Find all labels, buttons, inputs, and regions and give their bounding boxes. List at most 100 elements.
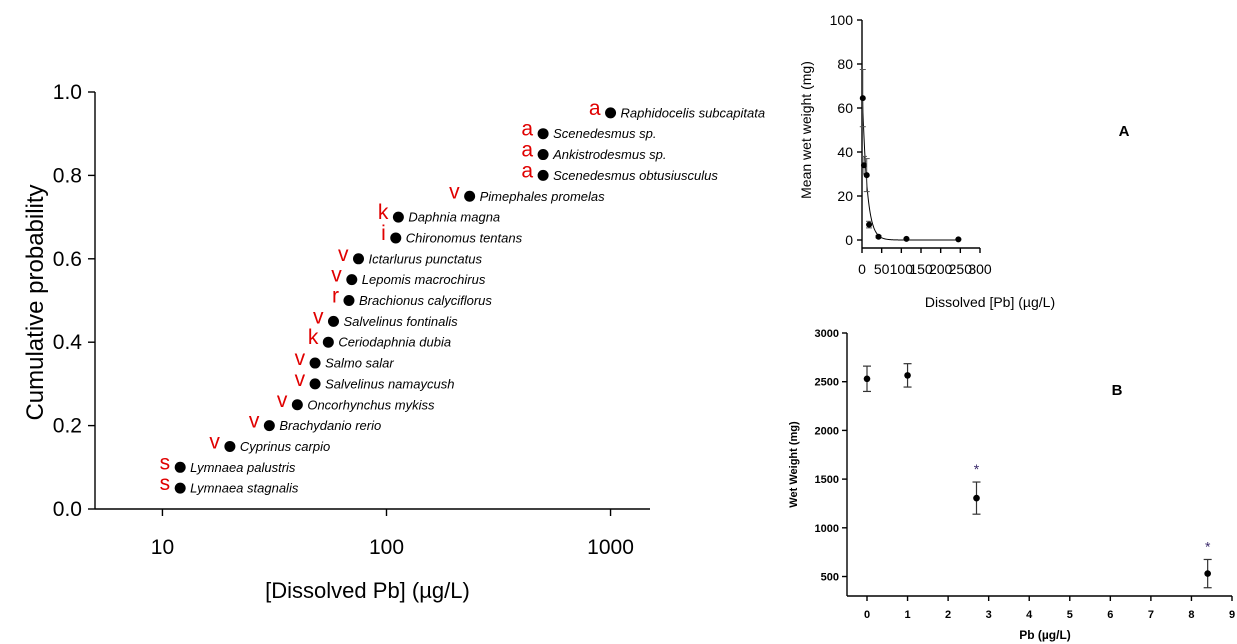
species-label: Brachionus calyciflorus (359, 293, 492, 308)
x-tick-label: 0 (858, 261, 866, 277)
data-point (859, 95, 866, 102)
x-tick-label: 150 (909, 261, 933, 277)
data-point (875, 233, 882, 240)
species-label: Ceriodaphnia dubia (338, 335, 451, 350)
fit-curve (861, 81, 959, 241)
species-label: Raphidocelis subcapitata (621, 105, 766, 120)
species-label: Salvelinus fontinalis (343, 314, 458, 329)
group-letter: r (332, 285, 339, 308)
data-point (309, 357, 321, 369)
data-point (343, 295, 355, 306)
group-letter: k (378, 201, 389, 224)
data-point (973, 494, 980, 502)
data-point (174, 461, 186, 473)
group-letter: v (449, 180, 460, 203)
x-tick-label: 5 (1067, 609, 1073, 621)
x-tick-label: 1 (904, 609, 910, 621)
data-point (309, 378, 321, 390)
data-point (390, 232, 402, 244)
x-tick-label: 10 (151, 536, 174, 559)
species-label: Lepomis macrochirus (362, 272, 486, 287)
x-tick-label: 4 (1026, 609, 1033, 621)
species-label: Daphnia magna (408, 210, 500, 225)
y-tick-label: 500 (821, 572, 839, 584)
x-tick-label: 100 (890, 261, 914, 277)
y-tick-label: 2000 (815, 425, 839, 437)
y-tick-label: 100 (830, 12, 854, 28)
species-label: Ictarlurus punctatus (369, 251, 483, 266)
species-label: Salvelinus namaycush (325, 376, 454, 391)
x-tick-label: 50 (874, 261, 890, 277)
data-point (464, 190, 476, 202)
species-label: Brachydanio rerio (279, 418, 381, 433)
y-axis-label: Wet Weight (mg) (788, 421, 800, 508)
group-letter: v (313, 305, 324, 328)
data-point (224, 440, 236, 452)
group-letter: i (381, 222, 386, 245)
y-tick-label: 80 (837, 56, 853, 72)
y-tick-label: 1.0 (53, 81, 82, 104)
species-label: Scenedesmus sp. (553, 126, 656, 141)
significance-marker: * (974, 461, 980, 477)
x-tick-label: 1000 (587, 536, 634, 559)
group-letter: a (521, 159, 533, 182)
group-letter: s (160, 451, 171, 474)
x-axis-label: [Dissolved Pb] (µg/L) (265, 578, 470, 603)
species-label: Salmo salar (325, 356, 394, 371)
species-label: Ankistrodesmus sp. (552, 147, 666, 162)
x-tick-label: 8 (1188, 609, 1194, 621)
cumulative-probability-chart: 0.0 0.2 0.4 0.6 0.8 1.0 10 100 1000 [Dissolved Pb… (22, 81, 765, 603)
x-axis-label: Pb (µg/L) (1019, 628, 1071, 642)
species-label: Pimephales promelas (480, 189, 606, 204)
x-tick-label: 100 (369, 536, 404, 559)
x-tick-label: 3 (986, 609, 992, 621)
species-label: Scenedesmus obtusiusculus (553, 168, 718, 183)
group-letter: v (338, 243, 349, 266)
data-point (955, 236, 962, 243)
group-letter: v (331, 264, 342, 287)
data-point (537, 149, 549, 161)
x-tick-label: 0 (864, 609, 870, 621)
x-tick-label: 2 (945, 609, 951, 621)
y-tick-label: 0.0 (53, 498, 82, 521)
x-tick-label: 300 (968, 261, 992, 277)
group-letter: a (589, 97, 601, 120)
wet-weight-chart-b: 500 1000 1500 2000 2500 3000 0 1 2 3 4 5 6 7 8 9 Pb (µg/… (788, 328, 1235, 642)
y-tick-label: 40 (837, 144, 853, 160)
x-axis-label: Dissolved [Pb] (µg/L) (925, 294, 1055, 310)
data-point (291, 399, 303, 411)
data-point (863, 375, 871, 383)
data-point (322, 336, 334, 348)
data-point (863, 172, 870, 179)
group-letter: v (295, 347, 306, 370)
y-axis-label: Mean wet weight (mg) (798, 61, 814, 199)
y-tick-label: 0.6 (53, 248, 82, 271)
data-point (904, 372, 911, 379)
data-point (392, 211, 404, 223)
y-tick-label: 60 (837, 100, 853, 116)
data-point (903, 235, 910, 242)
species-label: Oncorhynchus mykiss (307, 397, 435, 412)
data-point (537, 169, 549, 181)
species-label: Lymnaea stagnalis (190, 481, 299, 496)
y-tick-label: 0.8 (53, 164, 82, 187)
group-letter: s (160, 472, 171, 495)
data-point (327, 315, 339, 327)
panel-label: A (1119, 123, 1130, 140)
y-axis-label: Cumulative probability (22, 184, 49, 420)
group-letter: v (277, 389, 288, 412)
panel-label: B (1112, 382, 1123, 399)
y-tick-label: 1500 (815, 474, 839, 486)
x-tick-label: 6 (1107, 609, 1113, 621)
y-tick-label: 0.2 (53, 415, 82, 438)
x-tick-label: 200 (929, 261, 953, 277)
x-tick-label: 250 (949, 261, 973, 277)
data-point (263, 420, 275, 432)
species-label: Cyprinus carpio (240, 439, 330, 454)
data-point (537, 128, 549, 140)
significance-marker: * (1205, 538, 1211, 554)
group-letter: k (308, 326, 319, 349)
x-tick-label: 9 (1229, 609, 1235, 621)
